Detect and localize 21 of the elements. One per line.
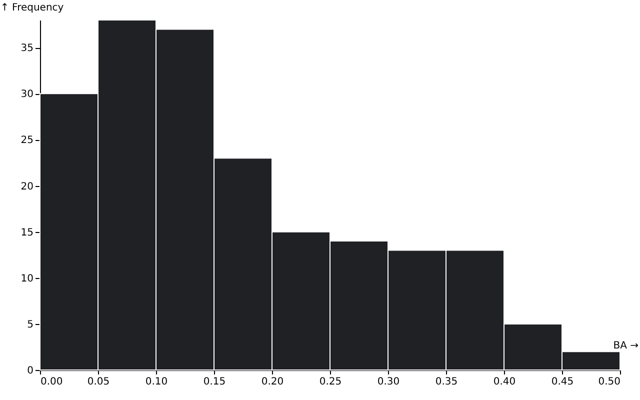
x-tick-label: 0.25	[319, 376, 342, 388]
x-tick-label: 0.15	[203, 376, 226, 388]
y-tick-label: 5	[27, 319, 34, 330]
x-tick-label: 0.50	[598, 376, 620, 388]
y-tick-label: 25	[20, 135, 34, 146]
y-axis-title: ↑ Frequency	[0, 2, 64, 14]
y-tick-label: 10	[20, 273, 34, 284]
x-tick-label: 0.35	[435, 376, 458, 388]
x-tick-label: 0.45	[551, 376, 574, 388]
x-tick-label: 0.30	[377, 376, 400, 388]
x-tick-label: 0.00	[40, 376, 63, 388]
x-tick-label: 0.40	[493, 376, 516, 388]
x-tick-label: 0.20	[261, 376, 284, 388]
y-tick-label: 30	[20, 89, 34, 100]
y-tick-label: 15	[20, 227, 34, 238]
y-tick-label: 20	[20, 181, 34, 192]
y-tick-label: 35	[20, 43, 34, 54]
y-tick-label: 0	[27, 366, 34, 376]
x-tick-label: 0.05	[87, 376, 110, 388]
x-tick-label: 0.10	[145, 376, 168, 388]
x-axis-title: BA →	[613, 340, 638, 352]
